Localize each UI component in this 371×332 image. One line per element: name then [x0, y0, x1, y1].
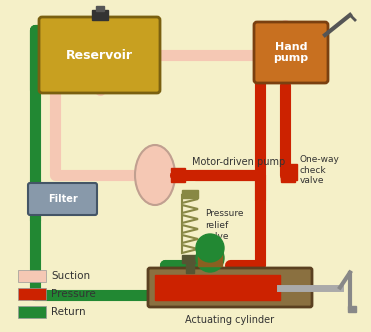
Text: Filter: Filter	[47, 194, 78, 204]
Bar	[186, 258, 194, 273]
Bar	[171, 168, 185, 182]
Bar	[18, 288, 46, 300]
Text: One-way
check
valve: One-way check valve	[300, 155, 340, 185]
Circle shape	[196, 234, 224, 262]
Bar	[18, 306, 46, 318]
Text: Pressure: Pressure	[51, 289, 96, 299]
Bar	[92, 10, 108, 20]
Text: Pressure
relief
valve: Pressure relief valve	[205, 209, 243, 241]
Text: Hand
pump: Hand pump	[273, 42, 309, 63]
Text: Motor-driven pump: Motor-driven pump	[192, 157, 285, 167]
Text: Reservoir: Reservoir	[66, 48, 133, 61]
Bar	[182, 255, 198, 263]
Text: Suction: Suction	[51, 271, 90, 281]
FancyBboxPatch shape	[39, 17, 160, 93]
Circle shape	[196, 244, 224, 272]
Bar	[182, 190, 198, 198]
Bar	[348, 305, 356, 311]
Bar	[155, 275, 280, 300]
FancyBboxPatch shape	[28, 183, 97, 215]
Ellipse shape	[135, 145, 175, 205]
Bar	[18, 270, 46, 282]
FancyBboxPatch shape	[254, 22, 328, 83]
Bar	[281, 168, 295, 182]
Bar	[281, 164, 297, 180]
Bar	[198, 250, 222, 266]
Text: Actuating cylinder: Actuating cylinder	[186, 315, 275, 325]
Text: Return: Return	[51, 307, 86, 317]
Bar	[95, 6, 104, 11]
FancyBboxPatch shape	[148, 268, 312, 307]
